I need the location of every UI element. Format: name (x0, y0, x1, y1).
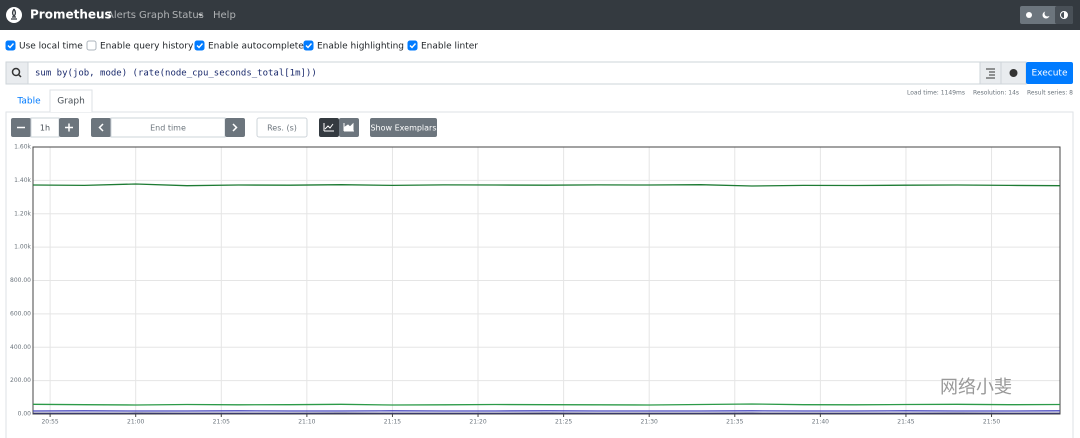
checkbox[interactable] (303, 40, 314, 51)
check-mark (409, 43, 417, 49)
checkbox[interactable] (194, 40, 205, 51)
search-icon (11, 67, 21, 77)
x-tick-label: 21:05 (213, 419, 230, 426)
panel (5, 111, 1074, 438)
series-line (32, 183, 1061, 187)
resolution-input[interactable] (256, 117, 308, 138)
option-label[interactable]: Use local time (19, 42, 83, 52)
resolution-placeholder: Res. (s) (267, 124, 297, 133)
logo-flame (11, 8, 17, 20)
x-tick-label: 21:35 (726, 419, 743, 426)
checkbox[interactable] (86, 40, 97, 51)
y-tick-label: 1.60k (14, 144, 31, 151)
stat: Result series: 8 (1027, 90, 1073, 97)
x-tick-label: 21:40 (812, 419, 829, 426)
range-value: 1h (40, 124, 50, 133)
nav-link[interactable]: Graph (139, 10, 170, 21)
tab-active (49, 89, 93, 112)
caret (198, 14, 203, 17)
option-label[interactable]: Enable autocomplete (208, 42, 304, 52)
search-handle (17, 73, 22, 78)
x-tick-label: 21:30 (641, 419, 658, 426)
brand[interactable]: Prometheus (30, 8, 112, 22)
x-tick-label: 20:55 (41, 419, 58, 426)
y-tick-label: 400.00 (10, 344, 31, 351)
exemplars-button[interactable] (370, 118, 437, 137)
execute-button[interactable] (1026, 62, 1073, 84)
exemplars-label: Show Exemplars (370, 124, 436, 133)
y-tick-label: 600.00 (10, 310, 31, 317)
plot-border (32, 146, 1061, 415)
navbar (0, 0, 1080, 30)
x-tick-label: 21:15 (384, 419, 401, 426)
stat: Load time: 1149ms (907, 90, 965, 97)
tab[interactable]: Table (16, 97, 41, 107)
tab[interactable]: Graph (57, 97, 85, 107)
end-time-placeholder: End time (150, 124, 186, 133)
watermark: 网络小斐 (940, 377, 1012, 398)
prev-icon (98, 123, 104, 132)
x-tick-label: 21:45 (897, 419, 914, 426)
option-label[interactable]: Enable query history (100, 42, 194, 52)
y-tick-label: 800.00 (10, 277, 31, 284)
format-icon (986, 68, 995, 79)
end-prev[interactable] (91, 118, 111, 137)
x-tick-label: 21:10 (298, 419, 315, 426)
line-icon (323, 123, 334, 132)
auto-half (1064, 11, 1068, 19)
execute-label: Execute (1032, 69, 1068, 79)
end-next[interactable] (225, 118, 245, 137)
moon-cut (1044, 10, 1051, 17)
y-tick-label: 1.20k (14, 210, 31, 217)
nav-link[interactable]: Help (213, 10, 236, 21)
series-line (32, 403, 1061, 406)
nav-link[interactable]: Status (172, 10, 204, 21)
checkbox[interactable] (407, 40, 418, 51)
stat: Resolution: 14s (973, 90, 1019, 97)
search-icon-box (5, 61, 29, 85)
check-mark (196, 43, 204, 49)
plus-icon (65, 123, 73, 132)
x-tick-label: 21:50 (983, 419, 1000, 426)
y-tick-label: 200.00 (10, 377, 31, 384)
query-text: sum by(job, mode) (rate(node_cpu_seconds… (35, 69, 317, 79)
logo[interactable] (6, 7, 22, 23)
x-tick-label: 21:00 (127, 419, 144, 426)
check-mark (305, 43, 313, 49)
x-tick-label: 21:20 (469, 419, 486, 426)
area-icon (343, 122, 354, 132)
next-icon (232, 123, 238, 132)
format-button[interactable] (979, 61, 1002, 85)
x-tick-label: 21:25 (555, 419, 572, 426)
check-mark (7, 43, 15, 49)
option-label[interactable]: Enable linter (421, 42, 478, 52)
y-tick-label: 1.00k (14, 244, 31, 251)
globe-icon (1009, 69, 1018, 77)
option-label[interactable]: Enable highlighting (317, 42, 404, 52)
y-tick-label: 1.40k (14, 177, 31, 184)
y-tick-label: 0.00 (18, 411, 32, 418)
sun-icon (1026, 12, 1032, 18)
checkbox[interactable] (5, 40, 16, 51)
nav-link[interactable]: Alerts (107, 10, 136, 21)
